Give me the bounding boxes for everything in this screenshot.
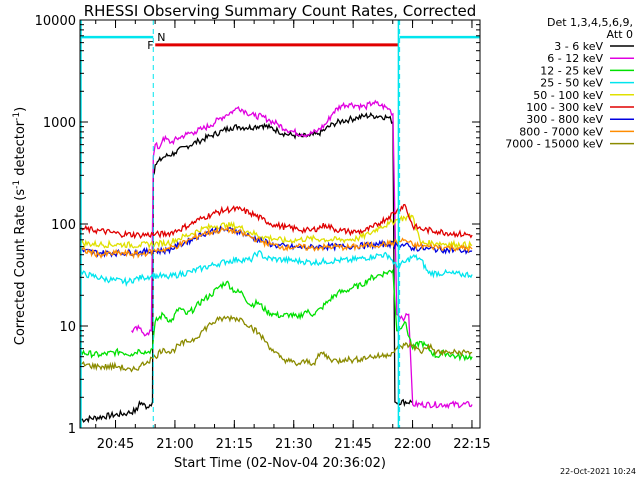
y-tick-label-5: 10000 bbox=[35, 14, 76, 29]
series-line-6 bbox=[80, 203, 473, 240]
axes: NF 1 10 100 1000 10000 20:45 21:00 21:15 21:30 21:… bbox=[35, 14, 491, 452]
y-tick-label-1: 1 bbox=[68, 422, 76, 437]
y-axis-label: Corrected Count Rate (s-1 detector-1) bbox=[12, 107, 28, 345]
chart-title: RHESSI Observing Summary Count Rates, Co… bbox=[84, 2, 477, 20]
y-tick-label-3: 100 bbox=[51, 218, 76, 233]
x-tick-label-3: 21:15 bbox=[216, 437, 253, 452]
y-axis-label-part: -1 bbox=[12, 180, 22, 189]
x-tick-label-4: 21:30 bbox=[275, 437, 312, 452]
x-tick-label-7: 22:15 bbox=[453, 437, 490, 452]
series-line-4 bbox=[80, 249, 473, 287]
x-tick-label-6: 22:00 bbox=[394, 437, 431, 452]
x-tick-label-2: 21:00 bbox=[156, 437, 193, 452]
legend-entry-9: 7000 - 15000 keV bbox=[505, 138, 603, 151]
series-line-5 bbox=[80, 212, 473, 250]
x-tick-label-5: 21:45 bbox=[334, 437, 371, 452]
legend-entry-3: 12 - 25 keV bbox=[540, 64, 603, 77]
legend-header-1: Det 1,3,4,5,6,9, bbox=[547, 16, 633, 29]
plot-area bbox=[80, 20, 480, 428]
y-tick-label-4: 1000 bbox=[43, 116, 76, 131]
legend-entry-8: 800 - 7000 keV bbox=[519, 125, 603, 138]
legend-entry-4: 25 - 50 keV bbox=[540, 77, 603, 90]
timestamp: 22-Oct-2021 10:24 bbox=[560, 467, 636, 476]
series-line-1 bbox=[80, 111, 413, 424]
annotation-label-3: F bbox=[147, 39, 153, 52]
legend-entry-2: 6 - 12 keV bbox=[547, 52, 603, 65]
series-line-2 bbox=[131, 99, 473, 410]
y-axis-label-part: Corrected Count Rate (s bbox=[13, 189, 28, 346]
x-tick-label-1: 20:45 bbox=[97, 437, 134, 452]
y-tick-label-2: 10 bbox=[59, 320, 76, 335]
series-line-8 bbox=[80, 224, 473, 260]
legend-header-2: Att 0 bbox=[607, 28, 633, 41]
legend-entry-7: 300 - 800 keV bbox=[526, 113, 603, 126]
y-axis-label-part: detector bbox=[13, 120, 28, 180]
legend-entry-5: 50 - 100 keV bbox=[533, 89, 603, 102]
y-axis-label-part: -1 bbox=[12, 112, 22, 121]
y-axis-label-part: ) bbox=[13, 107, 28, 112]
legend-entry-1: 3 - 6 keV bbox=[554, 40, 603, 53]
series-line-3 bbox=[80, 268, 473, 362]
x-axis-label: Start Time (02-Nov-04 20:36:02) bbox=[174, 456, 386, 471]
series-line-7 bbox=[80, 225, 473, 258]
legend-entry-6: 100 - 300 keV bbox=[526, 101, 603, 114]
series-line-9 bbox=[80, 314, 473, 373]
annotation-label-1: N bbox=[157, 31, 165, 44]
